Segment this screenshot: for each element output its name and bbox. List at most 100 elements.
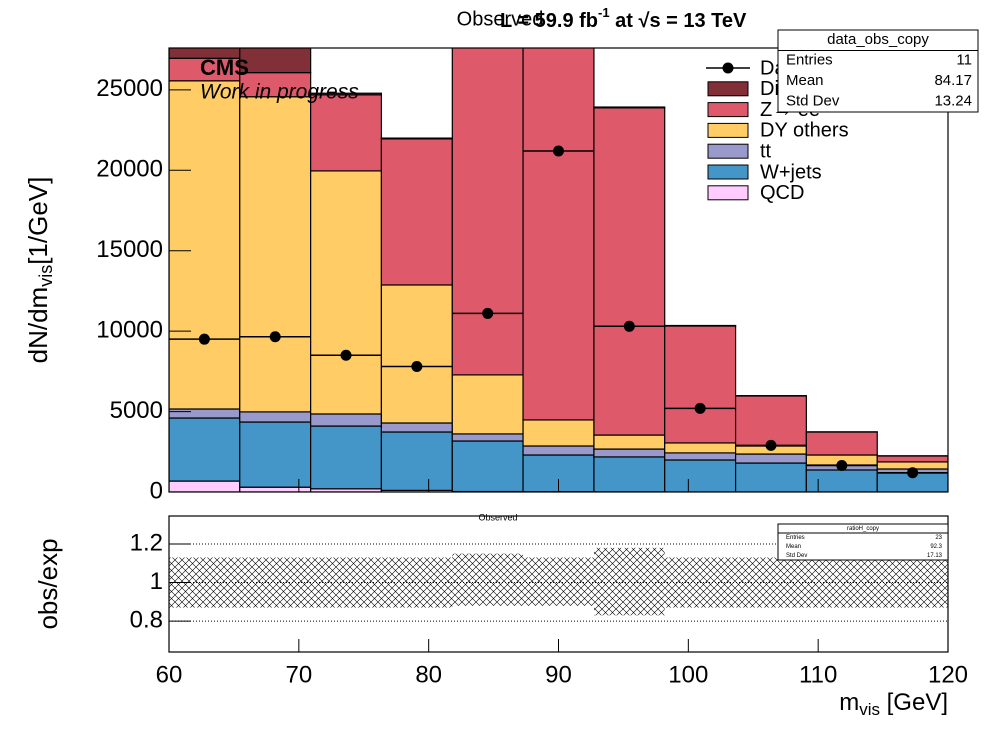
upper-title: Observed (457, 8, 544, 30)
uncertainty-band (452, 553, 524, 606)
stack-segment (593, 434, 666, 450)
x-axis-label: mvis [GeV] (839, 689, 948, 719)
x-tick-label: 90 (545, 661, 572, 688)
stat-label: Entries (786, 535, 805, 541)
stat-value: 11 (956, 52, 972, 69)
stack-segment (593, 448, 666, 458)
legend-swatch (707, 143, 749, 159)
stack-segment (169, 480, 241, 492)
stack-segment (734, 395, 807, 447)
x-label-main: m (839, 689, 859, 716)
stack-segment (380, 137, 453, 140)
stack-segment (310, 92, 383, 96)
stack-segment (664, 325, 737, 444)
upper-plot-area (169, 48, 948, 492)
stack-segment (310, 94, 383, 172)
stack-segment (239, 96, 312, 413)
data-point (269, 331, 281, 343)
lumi-text: L = 59.9 fb (500, 10, 598, 32)
stack-segment (734, 462, 807, 492)
uncertainty-band (806, 557, 878, 608)
y-label-unit: [1/GeV] (23, 177, 53, 265)
legend-swatch (707, 185, 749, 201)
stack-segment (239, 486, 312, 492)
stat-value: 17.13 (927, 553, 943, 559)
stack-segment (451, 433, 524, 442)
stat-value: 84.17 (934, 72, 972, 89)
stack-segment (239, 411, 312, 423)
uncertainty-band (523, 557, 594, 606)
stack-segment (451, 48, 524, 376)
data-point (553, 145, 564, 157)
stack-segment (805, 431, 878, 456)
legend-label: DY others (760, 120, 849, 142)
stack-segment (310, 170, 383, 415)
y-tick-label: 5000 (110, 397, 163, 424)
data-point (482, 307, 494, 319)
uncertainty-band (239, 557, 311, 608)
stack-segment (451, 374, 524, 435)
stack-segment (593, 106, 666, 109)
stat-box (777, 29, 979, 113)
stat-label: Entries (786, 52, 833, 69)
legend-swatch (707, 122, 749, 138)
data-point (411, 361, 423, 373)
y-tick-label: 0 (150, 477, 163, 504)
legend-marker (722, 62, 734, 74)
legend-swatch (707, 102, 749, 118)
stack-segment (876, 455, 948, 463)
x-tick-label: 120 (928, 661, 968, 688)
ratio-title: Observed (478, 512, 517, 522)
stack-segment (522, 419, 595, 447)
stack-segment (664, 452, 737, 461)
data-point (694, 402, 706, 414)
data-point (198, 333, 210, 345)
y-tick-label: 10000 (96, 316, 163, 343)
legend-label: W+jets (760, 161, 822, 183)
y-tick-label: 0.8 (130, 606, 163, 633)
data-point (765, 439, 777, 451)
stack-segment (805, 469, 878, 492)
x-tick-label: 60 (156, 661, 183, 688)
y-label-sub: vis (36, 265, 56, 287)
stack-segment (380, 422, 453, 433)
stack-segment (593, 107, 666, 436)
stack-segment (239, 72, 312, 98)
stat-title: ratioH_copy (847, 526, 879, 532)
stack-segment (380, 431, 453, 491)
data-point (340, 349, 352, 361)
stack-segment (451, 440, 524, 492)
y-axis-label: dN/dmvis[1/GeV] (23, 177, 56, 364)
y-tick-label: 20000 (96, 156, 163, 183)
uncertainty-band (310, 557, 382, 608)
status-label: Work in progress (200, 81, 359, 104)
lumi-exponent: -1 (598, 5, 610, 20)
y-tick-label: 25000 (96, 75, 163, 102)
stat-value: 92.3 (930, 544, 942, 550)
stat-label: Std Dev (786, 553, 807, 559)
stack-segment (169, 80, 241, 410)
stack-segment (169, 408, 241, 419)
x-tick-label: 80 (415, 661, 442, 688)
uncertainty-band (735, 557, 807, 608)
stack-segment (239, 421, 312, 488)
data-point (836, 459, 848, 471)
stat-boxes: data_obs_copy Entries 11 Mean 84.17 Std Dev 13… (777, 29, 979, 561)
x-tick-label: 110 (799, 661, 837, 688)
legend-label: QCD (760, 182, 804, 204)
data-point (907, 467, 919, 479)
y-label-main: dN/dm (23, 287, 53, 364)
legend-swatch (707, 81, 749, 97)
stack-segment (664, 442, 737, 454)
stack-segment (593, 456, 666, 492)
stat-label: Mean (786, 72, 824, 89)
uncertainty-band (877, 557, 948, 608)
x-label-unit: [GeV] (880, 689, 948, 716)
stack-segment (310, 425, 383, 490)
data-point (623, 320, 635, 332)
stack-segment (522, 445, 595, 456)
stack-segment (169, 417, 241, 482)
stat-label: Std Dev (786, 93, 840, 110)
stat-value: 13.24 (934, 93, 972, 110)
